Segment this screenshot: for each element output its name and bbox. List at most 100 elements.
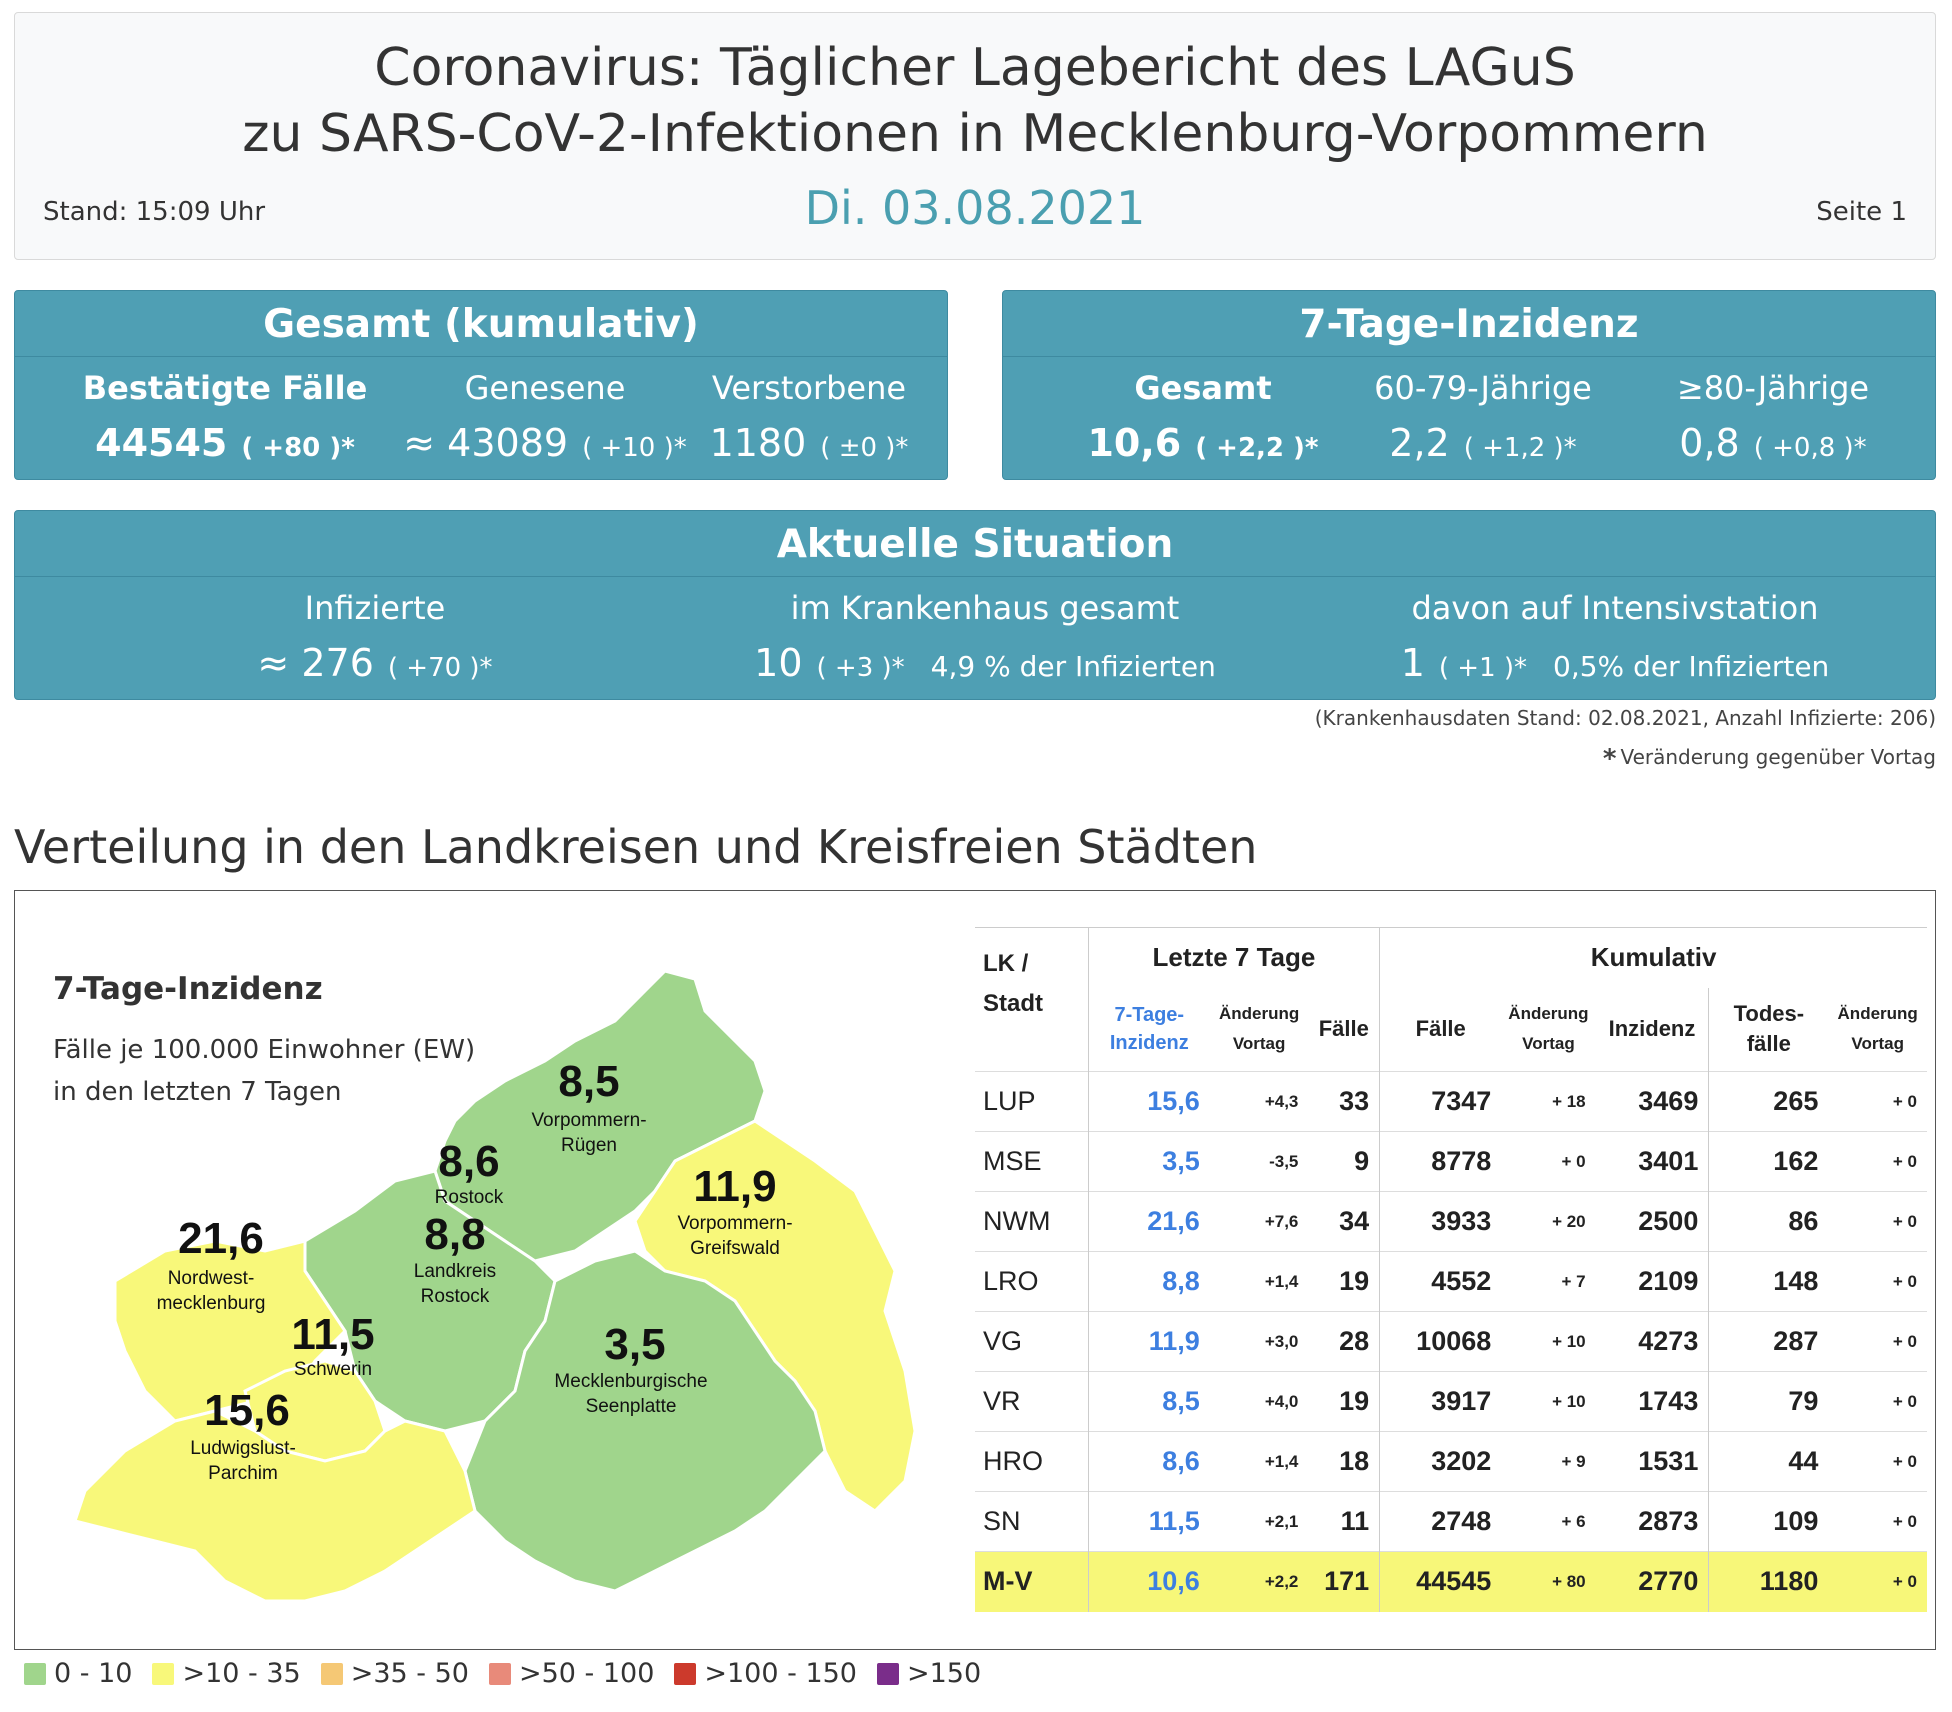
gesamt-genesene: Genesene ≈ 43089 ( +10 )*	[395, 369, 695, 465]
cell-cum-inzidenz: 2109	[1595, 1251, 1709, 1312]
aktuell-krankenhaus-percent: 4,9 % der Infizierten	[930, 650, 1216, 683]
th-inz-2: Inzidenz	[1109, 1032, 1189, 1055]
cell-cum-faelle: 44545	[1379, 1551, 1502, 1612]
legend-label: >35 - 50	[350, 1658, 469, 1689]
legend-label: >10 - 35	[182, 1658, 301, 1689]
cell-inzidenz: 8,8	[1087, 1251, 1210, 1312]
table-row: VR 8,5 +4,0 19 3917 + 10 1743 79 + 0	[975, 1371, 1927, 1432]
cell-cum-aenderung: + 6	[1501, 1491, 1596, 1552]
cell-faelle: 34	[1308, 1191, 1380, 1252]
cell-todesfaelle: 79	[1708, 1371, 1829, 1432]
aktuell-intensiv: davon auf Intensivstation 1 ( +1 )* 0,5% d…	[1345, 589, 1885, 685]
th-cum-aenderung: Änderung Vortag	[1501, 988, 1595, 1072]
legend-item: >35 - 50	[320, 1658, 469, 1689]
table-header-row: LK / Stadt 7-Tage- Inzidenz Änderung Vortag…	[975, 950, 1927, 1072]
cell-lk: LRO	[975, 1251, 1089, 1312]
cell-lk: M-V	[975, 1551, 1089, 1612]
gesamt-verstorbene-value-row: 1180 ( ±0 )*	[679, 421, 939, 465]
group-last7: Letzte 7 Tage	[1087, 927, 1380, 988]
cell-faelle: 28	[1308, 1311, 1380, 1372]
cell-lk: SN	[975, 1491, 1089, 1552]
district-table: Letzte 7 Tage Kumulativ LK / Stadt 7-Tage…	[975, 927, 1927, 1612]
map-label-hro-value: 8,6	[438, 1137, 499, 1186]
gesamt-verstorbene: Verstorbene 1180 ( ±0 )*	[679, 369, 939, 465]
legend-swatch	[320, 1662, 343, 1685]
cell-faelle: 33	[1308, 1071, 1380, 1132]
map-label-mse-name1: Mecklenburgische	[554, 1371, 707, 1392]
cell-cum-inzidenz: 4273	[1595, 1311, 1709, 1372]
aktuell-title: Aktuelle Situation	[15, 511, 1935, 577]
cell-tod-aenderung: + 0	[1828, 1251, 1927, 1312]
cell-cum-faelle: 10068	[1379, 1311, 1502, 1372]
legend-item: >100 - 150	[674, 1658, 857, 1689]
legend-item: 0 - 10	[24, 1658, 132, 1689]
cell-cum-aenderung: + 18	[1501, 1071, 1596, 1132]
title-line-1: Coronavirus: Täglicher Lagebericht des L…	[374, 38, 1576, 98]
map-label-nwm-value: 21,6	[178, 1214, 264, 1263]
aktuell-krankenhaus: im Krankenhaus gesamt 10 ( +3 )* 4,9 % der…	[725, 589, 1245, 685]
cell-inzidenz: 11,5	[1087, 1491, 1210, 1552]
cell-cum-faelle: 4552	[1379, 1251, 1502, 1312]
cell-cum-aenderung: + 10	[1501, 1371, 1596, 1432]
legend-swatch	[674, 1662, 697, 1685]
inzidenz-80plus-value: 0,8	[1679, 421, 1740, 465]
aktuell-intensiv-value: 1	[1400, 641, 1425, 685]
aktuell-intensiv-value-row: 1 ( +1 )* 0,5% der Infizierten	[1345, 641, 1885, 685]
region-lup[interactable]	[73, 1409, 477, 1603]
cell-aenderung: +1,4	[1209, 1431, 1309, 1492]
inzidenz-panel: 7-Tage-Inzidenz Gesamt 10,6 ( +2,2 )* 60-…	[1002, 290, 1936, 480]
cell-cum-inzidenz: 3401	[1595, 1131, 1709, 1192]
cell-aenderung: +3,0	[1209, 1311, 1309, 1372]
district-box: 8,5 Vorpommern- Rügen 8,6 Rostock 8,8 La…	[14, 890, 1936, 1650]
cell-tod-aenderung: + 0	[1828, 1131, 1927, 1192]
cell-cum-faelle: 3202	[1379, 1431, 1502, 1492]
map-label-vr-name2: Rügen	[561, 1135, 617, 1156]
inzidenz-80plus: ≥80-Jährige 0,8 ( +0,8 )*	[1623, 369, 1923, 465]
region-mse[interactable]	[463, 1249, 827, 1593]
map-label-vr-value: 8,5	[558, 1057, 619, 1106]
page-number: Seite 1	[1816, 197, 1907, 227]
inzidenz-60-79: 60-79-Jährige 2,2 ( +1,2 )*	[1333, 369, 1633, 465]
footnote-text: Veränderung gegenüber Vortag	[1620, 745, 1936, 769]
cell-lk: HRO	[975, 1431, 1089, 1492]
cell-tod-aenderung: + 0	[1828, 1071, 1927, 1132]
cell-cum-aenderung: + 80	[1501, 1551, 1596, 1612]
aktuell-intensiv-percent: 0,5% der Infizierten	[1553, 650, 1830, 683]
cell-lk: LUP	[975, 1071, 1089, 1132]
cell-faelle: 18	[1308, 1431, 1380, 1492]
map-label-lup-name2: Parchim	[208, 1463, 278, 1484]
cell-inzidenz: 15,6	[1087, 1071, 1210, 1132]
gesamt-bestaetigt-value-row: 44545 ( +80 )*	[75, 421, 375, 465]
map-label-sn-name1: Schwerin	[294, 1359, 372, 1380]
mv-map: 8,5 Vorpommern- Rügen 8,6 Rostock 8,8 La…	[73, 969, 917, 1603]
cell-faelle: 9	[1308, 1131, 1380, 1192]
gesamt-bestaetigt-value: 44545	[95, 421, 228, 465]
th-aend-2: Vortag	[1232, 1034, 1286, 1054]
cell-tod-aenderung: + 0	[1828, 1551, 1927, 1612]
cell-inzidenz: 3,5	[1087, 1131, 1210, 1192]
cell-cum-faelle: 7347	[1379, 1071, 1502, 1132]
legend-item: >50 - 100	[488, 1658, 654, 1689]
table-row: HRO 8,6 +1,4 18 3202 + 9 1531 44 + 0	[975, 1431, 1927, 1492]
inzidenz-gesamt: Gesamt 10,6 ( +2,2 )*	[1053, 369, 1353, 465]
cell-aenderung: -3,5	[1209, 1131, 1309, 1192]
cell-cum-faelle: 3933	[1379, 1191, 1502, 1252]
map-label-sn-value: 11,5	[291, 1310, 374, 1359]
stand-time: Stand: 15:09 Uhr	[43, 197, 266, 227]
cell-cum-aenderung: + 10	[1501, 1311, 1596, 1372]
map-title: 7-Tage-Inzidenz	[53, 971, 323, 1007]
cell-tod-aenderung: + 0	[1828, 1431, 1927, 1492]
th-taend-1: Änderung	[1837, 1004, 1918, 1024]
cell-cum-inzidenz: 3469	[1595, 1071, 1709, 1132]
inzidenz-60-79-change: ( +1,2 )*	[1463, 433, 1577, 463]
cell-lk: VR	[975, 1371, 1089, 1432]
table-row: NWM 21,6 +7,6 34 3933 + 20 2500 86 + 0	[975, 1191, 1927, 1252]
th-cum-faelle: Fälle	[1379, 987, 1502, 1072]
group-kumulativ: Kumulativ	[1379, 927, 1927, 988]
th-lk-1: LK /	[983, 949, 1029, 977]
gesamt-verstorbene-label: Verstorbene	[711, 369, 907, 407]
cell-todesfaelle: 148	[1708, 1251, 1829, 1312]
legend-swatch	[876, 1662, 899, 1685]
aktuell-krankenhaus-change: ( +3 )*	[816, 653, 905, 683]
cell-aenderung: +2,1	[1209, 1491, 1309, 1552]
